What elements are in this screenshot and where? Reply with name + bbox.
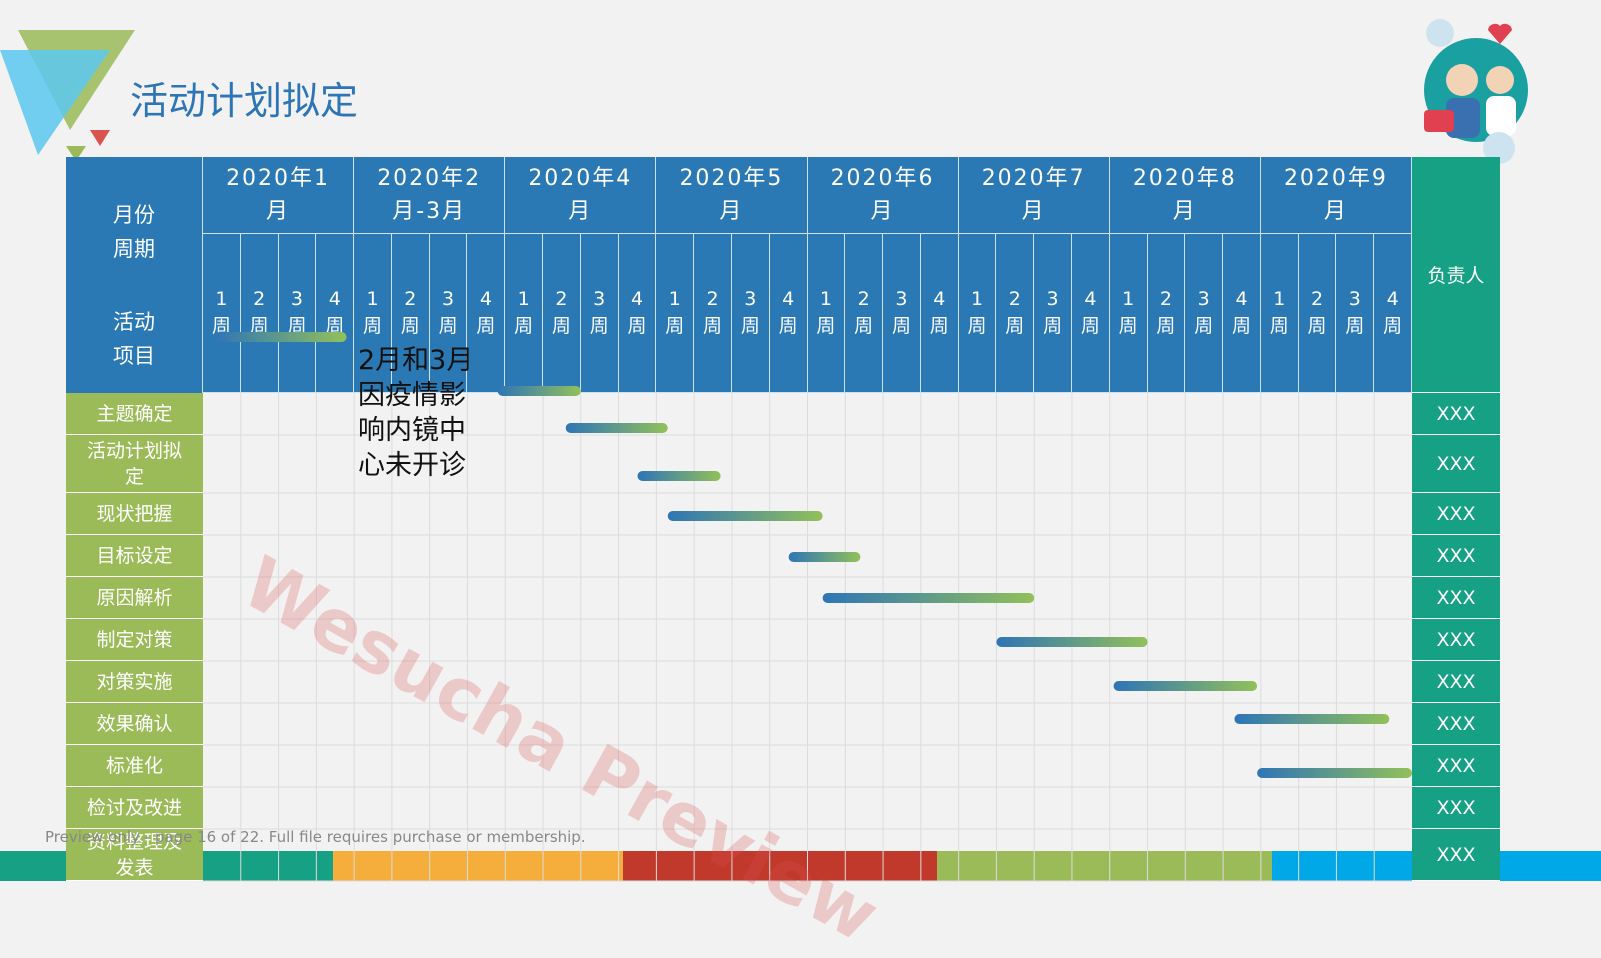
week-header: 2周 [1298,234,1337,393]
owner: XXX [1412,619,1500,661]
week-header: 1周 [1260,234,1299,393]
page: 活动计划拟定 月份 周期 活动 项目 2020年1月 1周 2周 3周 4周 2020年2月-… [0,19,1601,958]
week-header: 3周 [1336,234,1375,393]
activity: 制定对策 [66,619,203,661]
week-header: 1周 [354,234,392,393]
activity: 现状把握 [66,493,203,535]
week-header: 3周 [1034,234,1072,393]
week-header: 2周 [996,234,1035,393]
week-header: 1周 [807,234,846,393]
week-header: 4周 [316,234,355,393]
week-header: 3周 [883,234,921,393]
owner: XXX [1412,661,1500,703]
week-header: 2周 [391,234,430,393]
owner: XXX [1412,393,1500,435]
activity: 主题确定 [66,393,203,435]
week-header: 2周 [845,234,884,393]
gantt-bar [637,471,721,481]
month-header: 2020年8月 [1109,157,1261,234]
gantt-bar [788,552,861,562]
corner-bottom: 活动 项目 [66,285,203,393]
week-header: 4周 [1374,234,1412,393]
activity: 原因解析 [66,577,203,619]
owner: XXX [1412,829,1500,881]
month-header: 2020年1月 [203,157,355,234]
week-header: 1周 [958,234,997,393]
month-header: 2020年7月 [958,157,1110,234]
week-header: 1周 [203,234,241,393]
week-header: 3周 [429,234,468,393]
month-header: 2020年5月 [656,157,808,234]
gantt-bar [996,637,1148,647]
week-header: 4周 [769,234,808,393]
activity: 对策实施 [66,661,203,703]
week-header: 2周 [1147,234,1186,393]
activity: 标准化 [66,745,203,787]
week-header: 1周 [505,234,544,393]
gantt-bar [822,593,1035,603]
gantt-bar [214,332,347,342]
gantt-bar [565,423,668,433]
activity: 效果确认 [66,703,203,745]
month-header: 2020年6月 [807,157,959,234]
gantt-bar [1234,714,1390,724]
corner-top: 月份 周期 [66,157,203,307]
week-header: 3周 [1185,234,1224,393]
week-header: 3周 [278,234,317,393]
gantt-bar [1257,768,1412,778]
owner: XXX [1412,703,1500,745]
week-header: 1周 [1109,234,1148,393]
gantt-bar [497,386,581,396]
slide-title: 活动计划拟定 [130,79,359,123]
week-header: 2周 [240,234,279,393]
week-header: 2周 [543,234,581,393]
activity: 资料整理及发表 [66,829,203,881]
week-header: 3周 [731,234,770,393]
week-header: 3周 [580,234,619,393]
activity: 检讨及改进 [66,787,203,829]
owner: XXX [1412,493,1500,535]
owner: XXX [1412,577,1500,619]
week-header: 4周 [920,234,959,393]
week-header: 4周 [1071,234,1110,393]
activity: 活动计划拟定 [66,435,203,493]
footer: Preview only - page 16 of 22. Full file … [45,828,586,846]
week-header: 1周 [656,234,695,393]
owner: XXX [1412,745,1500,787]
month-header: 2020年2月-3月 [354,157,506,234]
owner: XXX [1412,535,1500,577]
month-header: 2020年9月 [1260,157,1412,234]
gantt-overlay [203,332,1412,882]
owner: XXX [1412,435,1500,493]
gantt-bar [667,511,823,521]
week-header: 2周 [694,234,732,393]
month-header: 2020年4月 [505,157,657,234]
week-header: 4周 [467,234,506,393]
activity: 目标设定 [66,535,203,577]
owner-header: 负责人 [1412,157,1500,393]
note: 2月和3月因疫情影响内镜中心未开诊 [358,345,474,481]
gantt-bar [1113,681,1258,691]
week-header: 4周 [618,234,657,393]
owner: XXX [1412,787,1500,829]
week-header: 4周 [1223,234,1261,393]
